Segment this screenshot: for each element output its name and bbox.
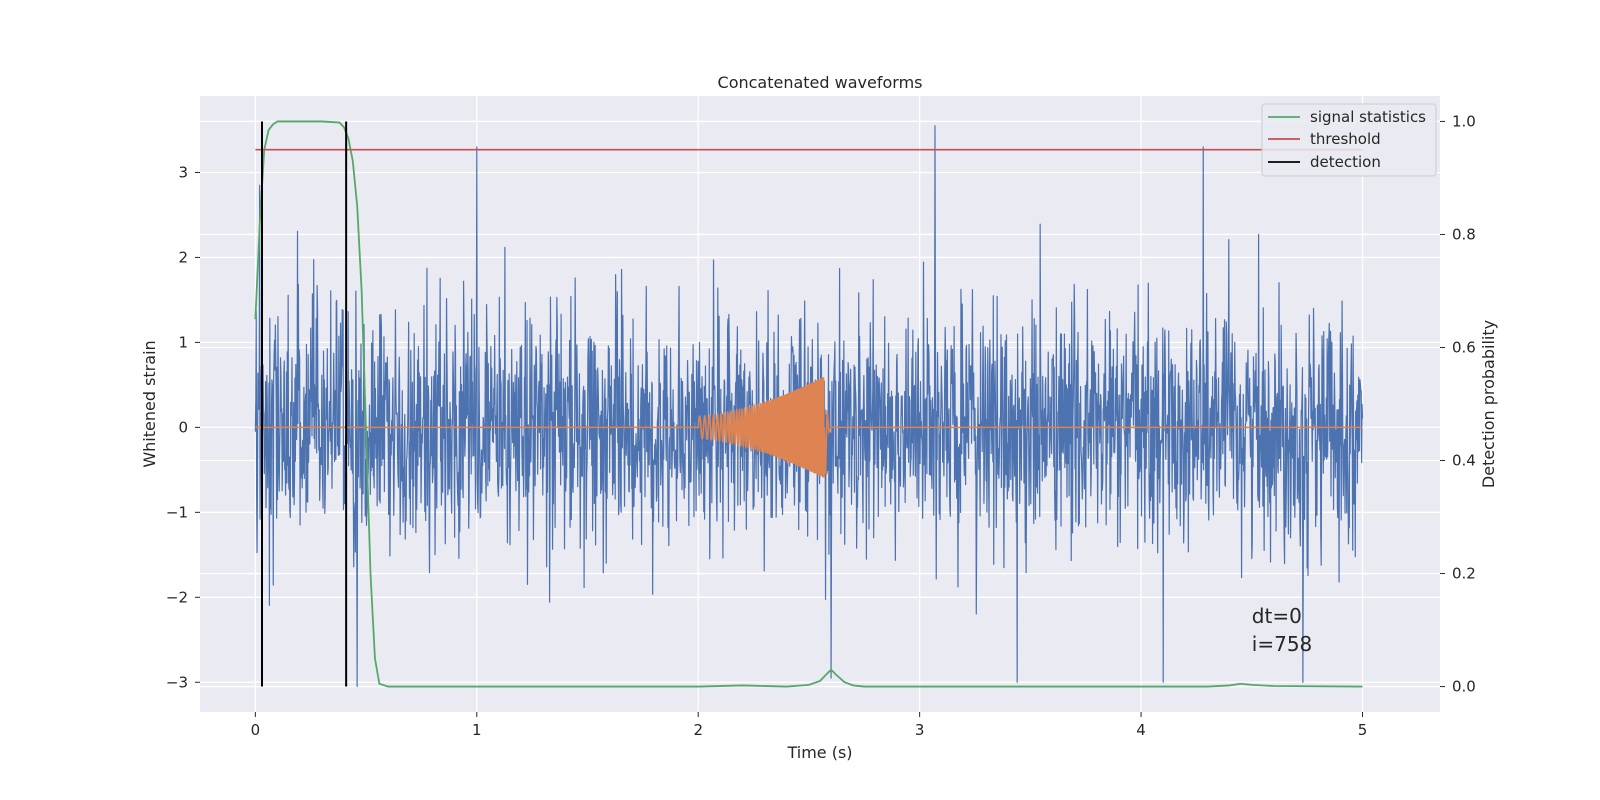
- y2-tick-label-3: 0.6: [1452, 338, 1476, 356]
- y-tick-label-3: 0: [178, 418, 188, 436]
- y-tick-label-5: 2: [178, 248, 188, 266]
- y2-tick-label-1: 0.2: [1452, 565, 1476, 583]
- y-tick-label-4: 1: [178, 333, 188, 351]
- detection-series: [261, 121, 348, 687]
- x-tick-label-3: 3: [915, 721, 925, 739]
- annotation-dt: dt=0: [1252, 604, 1302, 628]
- y-tick-label-0: −3: [166, 673, 188, 691]
- chart-title: Concatenated waveforms: [718, 73, 923, 92]
- x-tick-label-4: 4: [1136, 721, 1146, 739]
- y-axis-label: Whitened strain: [140, 340, 159, 467]
- y2-ticks: 0.0 0.2 0.4 0.6 0.8 1.0: [1440, 112, 1476, 696]
- annotation-index: i=758: [1252, 632, 1313, 656]
- chirp-line: [255, 377, 1363, 478]
- y-tick-label-2: −1: [166, 503, 188, 521]
- y2-axis-label: Detection probability: [1479, 320, 1498, 488]
- signal-statistics-series: [254, 120, 1363, 688]
- y2-tick-label-4: 0.8: [1452, 225, 1476, 243]
- legend-box: [1261, 103, 1437, 177]
- x-tick-label-5: 5: [1358, 721, 1368, 739]
- y-tick-label-6: 3: [178, 163, 188, 181]
- signal-statistics-line: [254, 120, 1363, 688]
- legend-label-detection: detection: [1310, 153, 1381, 171]
- legend-label-signal-statistics: signal statistics: [1310, 108, 1426, 126]
- y2-tick-label-5: 1.0: [1452, 112, 1476, 130]
- x-axis-label: Time (s): [786, 743, 852, 762]
- y-tick-label-1: −2: [166, 588, 188, 606]
- x-tick-label-2: 2: [693, 721, 703, 739]
- x-tick-label-1: 1: [472, 721, 482, 739]
- x-tick-label-0: 0: [251, 721, 261, 739]
- x-ticks: 0 1 2 3 4 5: [251, 712, 1368, 739]
- chirp-series: [255, 377, 1363, 478]
- annotations: dt=0 i=758: [1252, 604, 1313, 656]
- legend-label-threshold: threshold: [1310, 130, 1381, 148]
- y-ticks: −3 −2 −1 0 1 2 3: [166, 163, 200, 691]
- y2-tick-label-2: 0.4: [1452, 452, 1476, 470]
- y2-tick-label-0: 0.0: [1452, 678, 1476, 696]
- legend: signal statistics threshold detection: [1261, 103, 1437, 177]
